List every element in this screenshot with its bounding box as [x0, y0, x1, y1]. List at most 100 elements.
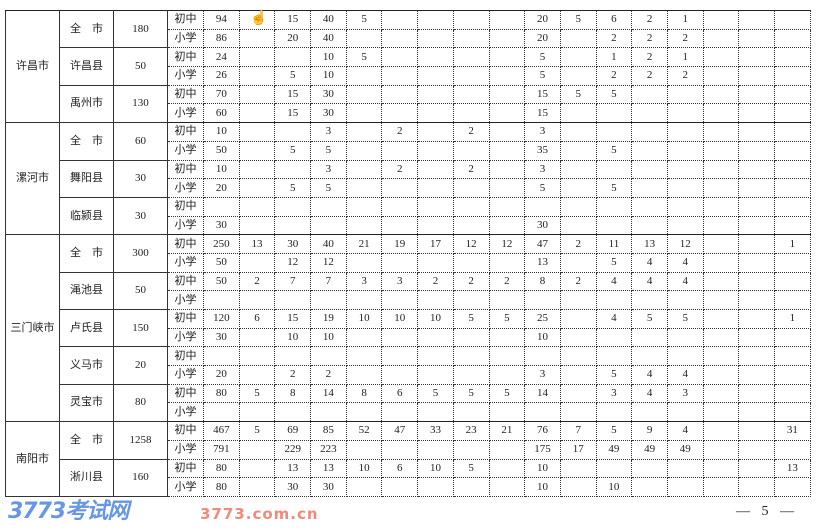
value-cell: 5 [595, 140, 633, 161]
value-cell [559, 365, 597, 385]
value-cell: 49 [595, 439, 633, 460]
value-cell [345, 215, 383, 236]
value-cell [702, 327, 740, 348]
value-cell [666, 327, 704, 348]
value-cell: 2 [559, 271, 597, 292]
school-level: 初中 [167, 234, 204, 254]
value-cell: 10 [524, 458, 561, 479]
value-cell: 2 [452, 122, 490, 142]
value-cell [666, 122, 704, 142]
value-cell: 25 [524, 309, 561, 329]
value-cell: 467 [203, 421, 240, 441]
value-cell: 17 [559, 439, 597, 460]
value-cell: 20 [274, 28, 312, 49]
value-cell [666, 103, 704, 124]
table-row: 小学 30 30 [6, 215, 811, 236]
value-cell [274, 122, 312, 142]
value-cell [488, 402, 526, 423]
value-cell [488, 327, 526, 348]
value-cell [702, 271, 740, 292]
value-cell: 40 [310, 10, 347, 30]
value-cell [345, 327, 383, 348]
value-cell: 3 [524, 159, 561, 180]
value-cell: 10 [595, 477, 633, 497]
value-cell [417, 10, 454, 30]
value-cell [524, 346, 561, 367]
value-cell: 13 [238, 234, 276, 254]
value-cell: 5 [595, 252, 633, 273]
value-cell [774, 28, 811, 49]
value-cell [631, 140, 668, 161]
value-cell: 2 [631, 28, 668, 49]
value-cell [488, 103, 526, 124]
value-cell [738, 383, 775, 404]
value-cell [738, 159, 775, 180]
value-cell [631, 103, 668, 124]
city-name: 三门峡市 [5, 234, 60, 423]
value-cell [631, 477, 668, 497]
value-cell [666, 290, 704, 310]
value-cell: 5 [310, 140, 347, 161]
value-cell: 7 [310, 271, 347, 292]
table-row: 南阳市全 市 1258 初中 467 5 69 85 52 47 33 23 21 76 7 5 9 4 31 [5, 421, 811, 497]
school-level: 小学 [167, 103, 204, 124]
value-cell [774, 66, 811, 86]
value-cell: 175 [524, 439, 561, 460]
county-total: 160 [113, 458, 168, 497]
value-cell: 4 [631, 365, 668, 385]
value-cell: 7 [559, 421, 597, 441]
value-cell [738, 327, 775, 348]
value-cell: 30 [203, 215, 240, 236]
value-cell: 30 [524, 215, 561, 236]
value-cell [417, 47, 454, 68]
value-cell [488, 84, 526, 105]
value-cell: 5 [417, 383, 454, 404]
value-cell: 5 [524, 47, 561, 68]
value-cell: 26 [203, 66, 240, 86]
value-cell [203, 196, 240, 217]
value-cell [774, 252, 811, 273]
value-cell [417, 66, 454, 86]
value-cell: 3 [310, 122, 347, 142]
value-cell [559, 327, 597, 348]
value-cell [488, 140, 526, 161]
value-cell [452, 10, 490, 30]
value-cell: 5 [238, 421, 276, 441]
value-cell [631, 327, 668, 348]
value-cell: 5 [274, 140, 312, 161]
value-cell [417, 346, 454, 367]
value-cell [452, 66, 490, 86]
value-cell [488, 290, 526, 310]
county-total: 30 [113, 159, 168, 198]
value-cell [238, 66, 276, 86]
value-cell [417, 215, 454, 236]
value-cell: 3 [345, 271, 383, 292]
value-cell [488, 477, 526, 497]
value-cell [738, 402, 775, 423]
table-row: 渑池县 50 初中 50 2 7 7 3 3 2 2 2 8 2 4 4 4 [6, 271, 811, 311]
value-cell: 49 [666, 439, 704, 460]
table-row: 灵宝市 80 初中 80 5 8 14 8 6 5 5 5 14 3 4 3 [6, 383, 811, 423]
value-cell: 20 [203, 178, 240, 198]
value-cell [702, 28, 740, 49]
value-cell: 69 [274, 421, 312, 441]
value-cell [559, 402, 597, 423]
value-cell [702, 402, 740, 423]
value-cell [738, 290, 775, 310]
value-cell [666, 402, 704, 423]
county-name: 淅川县 [59, 458, 114, 497]
value-cell [559, 178, 597, 198]
value-cell [702, 421, 740, 441]
value-cell [417, 327, 454, 348]
value-cell: 9 [631, 421, 668, 441]
value-cell [666, 140, 704, 161]
value-cell [666, 458, 704, 479]
county-total: 80 [113, 383, 168, 423]
value-cell [310, 402, 347, 423]
value-cell [738, 66, 775, 86]
value-cell [738, 103, 775, 124]
value-cell [417, 252, 454, 273]
value-cell [524, 290, 561, 310]
value-cell [452, 84, 490, 105]
value-cell [488, 66, 526, 86]
